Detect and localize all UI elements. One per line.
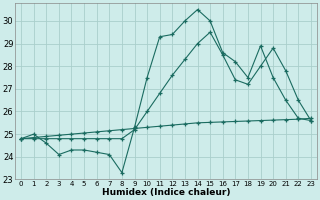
X-axis label: Humidex (Indice chaleur): Humidex (Indice chaleur) bbox=[102, 188, 230, 197]
